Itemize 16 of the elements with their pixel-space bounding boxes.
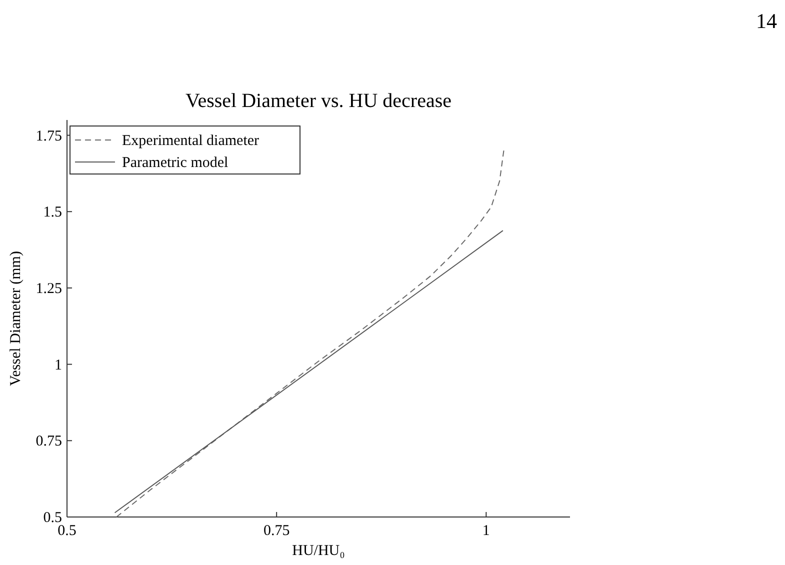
y-axis-title: Vessel Diameter (mm) [8,251,24,386]
legend-label: Experimental diameter [122,133,260,149]
x-axis-title: HU/HU₀ [292,543,345,559]
y-tick-label: 1.5 [43,204,62,221]
y-tick-label: 0.5 [43,510,62,526]
x-tick-label: 0.5 [58,523,76,539]
x-tick-label: 0.75 [263,523,290,539]
y-tick-label: 0.75 [36,434,62,450]
y-tick-label: 1.75 [36,128,62,144]
x-tick-label: 1 [482,523,490,539]
line-series [116,150,504,518]
y-tick-label: 1.25 [36,280,62,297]
legend-label: Parametric model [122,155,228,171]
chart-title: Vessel Diameter vs. HU decrease [185,90,452,112]
y-tick-label: 1 [54,357,62,374]
text: 14 [756,9,778,33]
